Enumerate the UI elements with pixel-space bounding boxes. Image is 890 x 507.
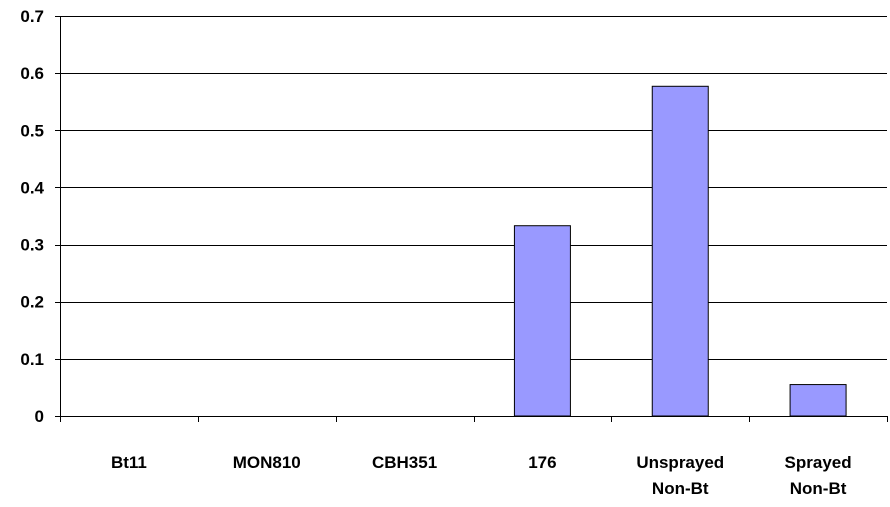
x-tick-label: Non-Bt (652, 479, 709, 498)
y-tick-label: 0.4 (20, 178, 44, 197)
bar (789, 384, 847, 417)
y-tick-label: 0.6 (20, 64, 44, 83)
x-tick-label: Sprayed (785, 453, 852, 472)
y-tick-labels: 0 0.1 0.2 0.3 0.4 0.5 0.6 0.7 (20, 7, 44, 426)
x-tick-label: Non-Bt (790, 479, 847, 498)
bars (513, 85, 847, 417)
y-tick-label: 0.2 (20, 293, 44, 312)
x-tick-labels: Bt11 MON810 CBH351 176 Unsprayed Non-Bt Spraye… (111, 453, 852, 498)
y-tick-label: 0 (35, 407, 44, 426)
bar (513, 225, 571, 417)
y-tick-label: 0.5 (20, 121, 44, 140)
x-tick-label: 176 (528, 453, 556, 472)
x-tick-label: MON810 (233, 453, 301, 472)
y-tick-label: 0.3 (20, 236, 44, 255)
axes (55, 16, 888, 422)
bar (651, 85, 709, 417)
x-tick-label: Bt11 (111, 453, 147, 472)
y-tick-label: 0.7 (20, 7, 44, 26)
x-tick-label: CBH351 (372, 453, 437, 472)
y-tick-label: 0.1 (20, 350, 44, 369)
gridlines (60, 16, 887, 360)
x-tick-label: Unsprayed (636, 453, 724, 472)
